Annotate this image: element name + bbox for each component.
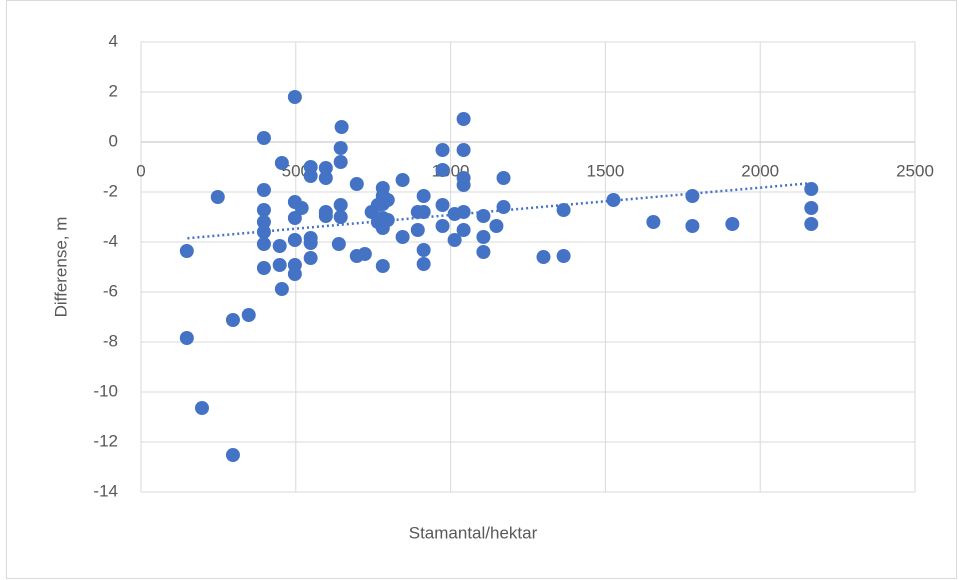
data-point: [395, 230, 410, 244]
data-point: [272, 239, 287, 253]
y-axis-title: Differense, m: [51, 217, 70, 318]
data-point: [225, 448, 240, 462]
data-point: [225, 313, 240, 327]
x-tick-label: 2500: [896, 161, 934, 180]
data-point: [536, 250, 551, 264]
data-point: [476, 245, 491, 259]
x-axis-title: Stamantal/hektar: [409, 523, 538, 542]
data-point: [804, 217, 819, 231]
data-point: [435, 143, 450, 157]
x-tick-label: 500: [282, 161, 310, 180]
data-point: [804, 201, 819, 215]
data-point: [210, 190, 225, 204]
data-point: [380, 193, 395, 207]
y-tick-label: -8: [103, 331, 118, 350]
data-point: [416, 189, 431, 203]
data-point: [416, 257, 431, 271]
data-point: [331, 237, 346, 251]
data-point: [272, 258, 287, 272]
data-point: [456, 223, 471, 237]
y-tick-label: -14: [93, 481, 118, 500]
y-tick-label: -12: [93, 431, 118, 450]
data-point: [287, 233, 302, 247]
data-point: [416, 243, 431, 257]
data-point: [416, 205, 431, 219]
data-point: [303, 236, 318, 250]
data-point: [194, 401, 209, 415]
data-point: [380, 213, 395, 227]
data-point: [333, 155, 348, 169]
data-point: [410, 223, 425, 237]
x-tick-label: 0: [136, 161, 145, 180]
data-point: [395, 173, 410, 187]
y-tick-label: -6: [103, 281, 118, 300]
data-point: [256, 261, 271, 275]
chart-frame: [6, 0, 957, 579]
data-point: [294, 201, 309, 215]
data-point: [556, 203, 571, 217]
data-point: [496, 171, 511, 185]
data-point: [447, 233, 462, 247]
data-point: [646, 215, 661, 229]
data-point: [256, 203, 271, 217]
data-point: [179, 331, 194, 345]
data-point: [287, 90, 302, 104]
data-point: [318, 209, 333, 223]
data-point: [333, 198, 348, 212]
y-tick-label: -2: [103, 181, 118, 200]
data-point: [489, 219, 504, 233]
data-point: [287, 267, 302, 281]
y-tick-label: 2: [109, 81, 118, 100]
data-point: [606, 193, 621, 207]
data-point: [685, 189, 700, 203]
data-point: [496, 200, 511, 214]
data-point: [357, 247, 372, 261]
data-point: [287, 211, 302, 225]
data-point: [435, 163, 450, 177]
data-point: [318, 161, 333, 175]
y-tick-label: 4: [109, 31, 118, 50]
data-point: [303, 251, 318, 265]
data-point: [435, 219, 450, 233]
data-point: [256, 237, 271, 251]
data-point: [456, 112, 471, 126]
data-point: [375, 259, 390, 273]
data-point: [303, 169, 318, 183]
data-point: [685, 219, 700, 233]
data-point: [476, 209, 491, 223]
data-point: [256, 225, 271, 239]
data-point: [804, 182, 819, 196]
data-point: [274, 156, 289, 170]
data-point: [256, 183, 271, 197]
data-point: [333, 141, 348, 155]
data-point: [456, 178, 471, 192]
data-point: [274, 282, 289, 296]
data-point: [456, 205, 471, 219]
data-point: [334, 120, 349, 134]
data-point: [256, 131, 271, 145]
data-point: [333, 210, 348, 224]
data-point: [556, 249, 571, 263]
data-point: [179, 244, 194, 258]
y-tick-label: -10: [93, 381, 118, 400]
y-tick-label: 0: [109, 131, 118, 150]
x-tick-label: 1500: [586, 161, 624, 180]
data-point: [349, 177, 364, 191]
x-tick-label: 2000: [741, 161, 779, 180]
data-point: [256, 215, 271, 229]
y-tick-label: -4: [103, 231, 118, 250]
data-point: [725, 217, 740, 231]
trendline: [187, 182, 810, 240]
data-point: [456, 143, 471, 157]
data-point: [318, 171, 333, 185]
data-point: [241, 308, 256, 322]
data-point: [476, 230, 491, 244]
data-point: [435, 198, 450, 212]
